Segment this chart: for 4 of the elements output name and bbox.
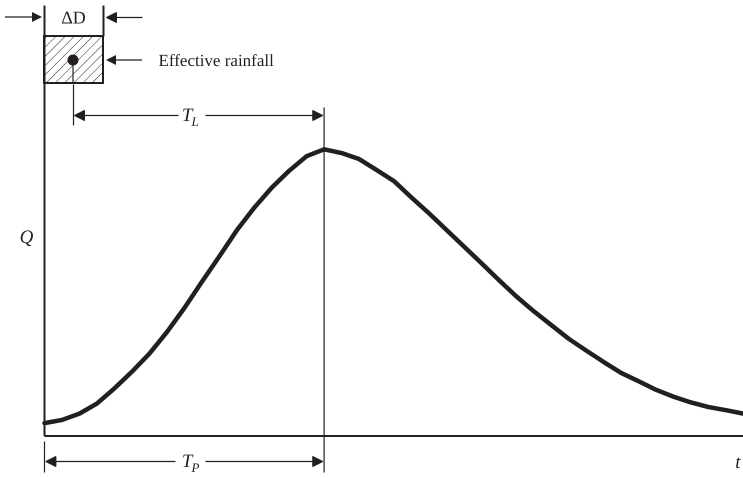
text: ΔD [61, 8, 86, 28]
x-axis-title: t [735, 452, 742, 473]
text: Effective rainfall [158, 51, 274, 70]
y-axis-title: Q [20, 227, 34, 248]
